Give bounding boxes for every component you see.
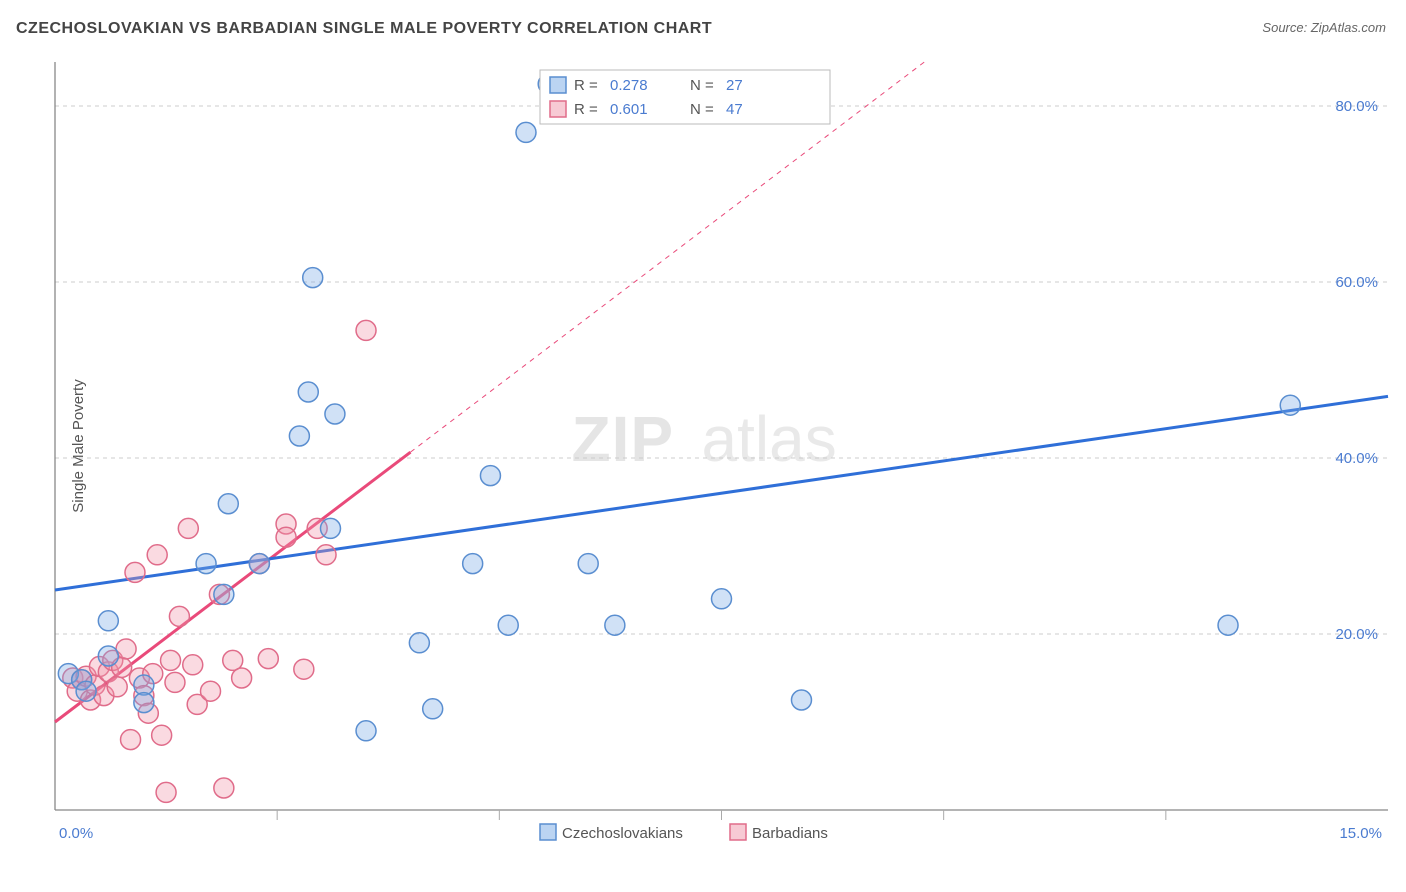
svg-text:47: 47	[726, 101, 743, 118]
svg-text:Czechoslovakians: Czechoslovakians	[562, 825, 683, 842]
svg-text:20.0%: 20.0%	[1335, 626, 1378, 643]
svg-text:ZIP: ZIP	[572, 403, 675, 475]
svg-text:R =: R =	[574, 101, 598, 118]
svg-text:0.278: 0.278	[610, 77, 648, 94]
svg-text:27: 27	[726, 77, 743, 94]
svg-text:40.0%: 40.0%	[1335, 450, 1378, 467]
svg-text:15.0%: 15.0%	[1339, 825, 1382, 842]
svg-text:80.0%: 80.0%	[1335, 98, 1378, 115]
svg-text:Barbadians: Barbadians	[752, 825, 828, 842]
svg-text:N =: N =	[690, 77, 714, 94]
svg-text:R =: R =	[574, 77, 598, 94]
svg-text:0.0%: 0.0%	[59, 825, 93, 842]
svg-text:60.0%: 60.0%	[1335, 274, 1378, 291]
svg-text:0.601: 0.601	[610, 101, 648, 118]
scatter-chart: ZIP atlas 20.0% 40.0% 60.0% 80.0% 0.0% 15.0% R =…	[0, 0, 1406, 892]
svg-text:N =: N =	[690, 101, 714, 118]
svg-text:atlas: atlas	[702, 403, 837, 475]
